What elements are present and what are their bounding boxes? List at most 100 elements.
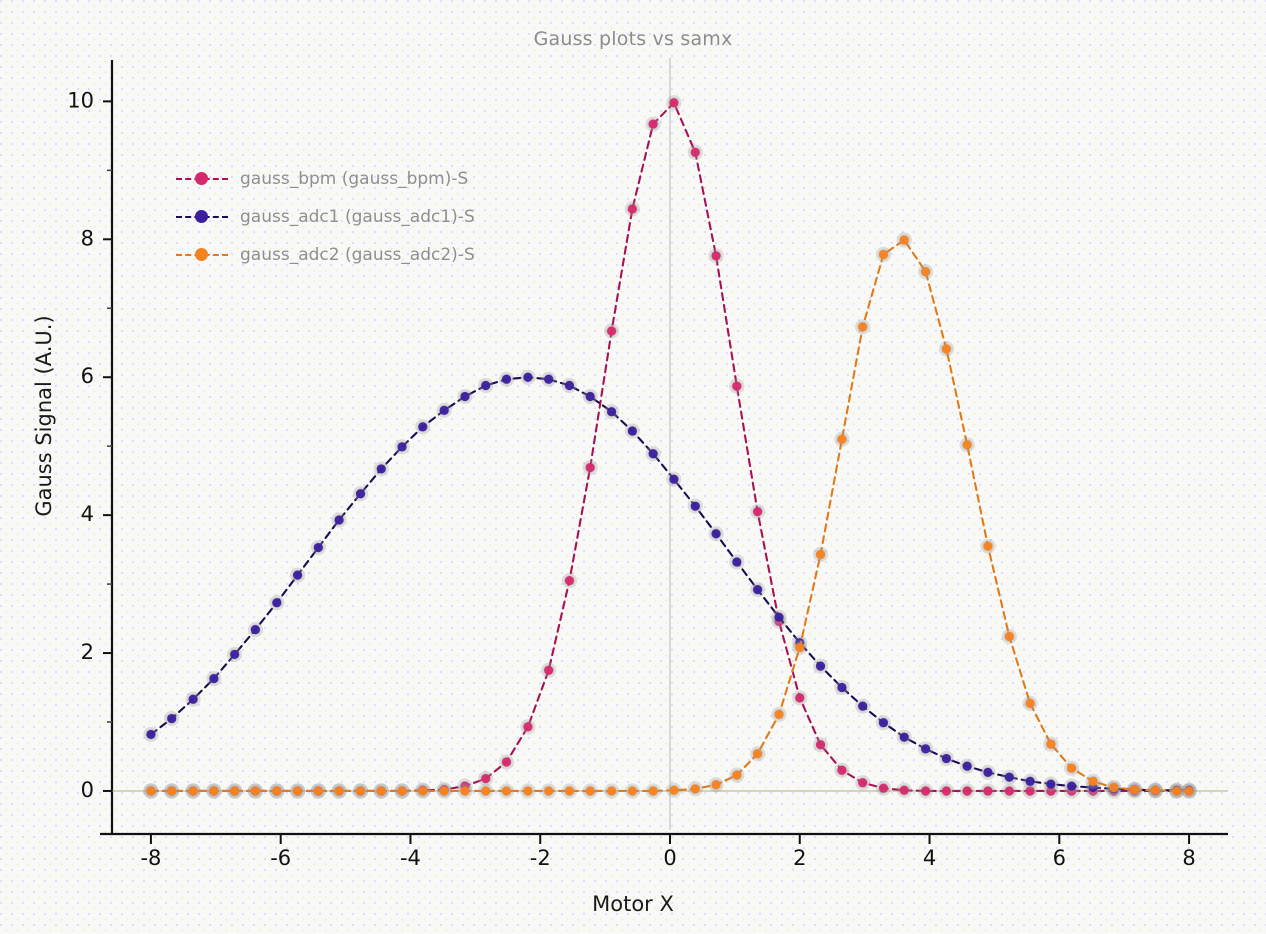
data-point[interactable] xyxy=(250,625,260,635)
data-point[interactable] xyxy=(292,786,303,796)
data-point[interactable] xyxy=(188,786,198,796)
data-point[interactable] xyxy=(815,661,826,671)
data-point[interactable] xyxy=(627,204,637,214)
data-point[interactable] xyxy=(439,405,449,415)
data-point[interactable] xyxy=(1067,763,1077,773)
data-point[interactable] xyxy=(1046,786,1056,796)
data-point[interactable] xyxy=(501,757,512,767)
data-point[interactable] xyxy=(1150,785,1160,795)
data-point[interactable] xyxy=(334,786,344,796)
data-point[interactable] xyxy=(983,786,993,796)
data-point[interactable] xyxy=(230,786,240,796)
data-point[interactable] xyxy=(858,778,868,788)
data-point[interactable] xyxy=(899,732,909,742)
data-point[interactable] xyxy=(752,749,763,759)
data-point[interactable] xyxy=(481,786,491,796)
data-point[interactable] xyxy=(983,767,993,777)
data-point[interactable] xyxy=(313,542,323,553)
data-point[interactable] xyxy=(732,557,742,567)
data-point[interactable] xyxy=(544,786,554,796)
data-point[interactable] xyxy=(1025,776,1035,786)
data-point[interactable] xyxy=(627,426,637,436)
data-point[interactable] xyxy=(501,374,512,384)
data-point[interactable] xyxy=(146,786,156,796)
data-point[interactable] xyxy=(523,372,533,382)
data-point[interactable] xyxy=(921,786,931,796)
data-point[interactable] xyxy=(272,786,282,796)
data-point[interactable] xyxy=(711,529,721,539)
data-point[interactable] xyxy=(481,380,491,391)
data-point[interactable] xyxy=(983,541,993,551)
data-point[interactable] xyxy=(146,729,156,740)
data-point[interactable] xyxy=(774,612,784,622)
data-point[interactable] xyxy=(732,770,742,780)
data-point[interactable] xyxy=(690,501,700,511)
data-point[interactable] xyxy=(167,786,177,796)
legend-item[interactable]: gauss_adc1 (gauss_adc1)-S xyxy=(176,198,556,236)
data-point[interactable] xyxy=(397,442,407,452)
data-point[interactable] xyxy=(774,709,784,720)
data-point[interactable] xyxy=(1025,786,1035,796)
data-point[interactable] xyxy=(523,786,533,796)
data-point[interactable] xyxy=(564,786,575,796)
legend-item[interactable]: gauss_bpm (gauss_bpm)-S xyxy=(176,160,556,198)
data-point[interactable] xyxy=(209,673,219,684)
data-point[interactable] xyxy=(607,786,617,796)
data-point[interactable] xyxy=(1004,772,1014,782)
data-point[interactable] xyxy=(334,515,344,525)
data-point[interactable] xyxy=(1025,698,1035,708)
data-point[interactable] xyxy=(1004,631,1014,642)
data-series-group[interactable] xyxy=(112,95,1228,799)
data-point[interactable] xyxy=(837,434,847,444)
data-point[interactable] xyxy=(1067,781,1077,791)
data-point[interactable] xyxy=(460,391,470,402)
data-point[interactable] xyxy=(418,422,428,432)
data-point[interactable] xyxy=(752,507,763,517)
data-point[interactable] xyxy=(941,344,952,354)
data-point[interactable] xyxy=(1088,776,1098,786)
data-point[interactable] xyxy=(585,786,595,796)
data-point[interactable] xyxy=(564,576,575,586)
data-series-gauss_adc2[interactable] xyxy=(143,232,1197,799)
data-point[interactable] xyxy=(648,119,658,129)
data-point[interactable] xyxy=(858,322,868,332)
data-point[interactable] xyxy=(648,786,658,796)
data-point[interactable] xyxy=(878,718,889,728)
data-point[interactable] xyxy=(669,98,679,108)
data-point[interactable] xyxy=(962,786,972,796)
data-point[interactable] xyxy=(564,380,575,391)
data-point[interactable] xyxy=(837,765,847,775)
data-point[interactable] xyxy=(962,440,972,450)
data-point[interactable] xyxy=(921,744,931,754)
data-point[interactable] xyxy=(899,235,909,245)
data-point[interactable] xyxy=(292,570,303,580)
data-point[interactable] xyxy=(250,786,260,796)
data-point[interactable] xyxy=(585,391,595,402)
data-point[interactable] xyxy=(878,249,889,260)
data-point[interactable] xyxy=(1129,784,1140,795)
data-point[interactable] xyxy=(1109,782,1119,793)
data-point[interactable] xyxy=(815,549,826,560)
data-point[interactable] xyxy=(376,464,386,474)
data-point[interactable] xyxy=(669,474,679,484)
data-point[interactable] xyxy=(899,785,909,795)
data-point[interactable] xyxy=(1046,779,1056,789)
data-point[interactable] xyxy=(523,722,533,732)
data-point[interactable] xyxy=(690,784,700,794)
data-point[interactable] xyxy=(544,374,554,384)
data-point[interactable] xyxy=(627,786,637,796)
data-point[interactable] xyxy=(795,642,805,653)
data-point[interactable] xyxy=(481,773,491,784)
data-point[interactable] xyxy=(607,407,617,417)
data-point[interactable] xyxy=(711,251,721,261)
data-point[interactable] xyxy=(837,682,847,693)
data-point[interactable] xyxy=(397,786,407,796)
data-point[interactable] xyxy=(921,267,931,277)
data-point[interactable] xyxy=(355,786,366,796)
data-point[interactable] xyxy=(941,786,952,796)
data-point[interactable] xyxy=(418,786,428,796)
data-point[interactable] xyxy=(230,649,240,660)
data-point[interactable] xyxy=(858,701,868,711)
